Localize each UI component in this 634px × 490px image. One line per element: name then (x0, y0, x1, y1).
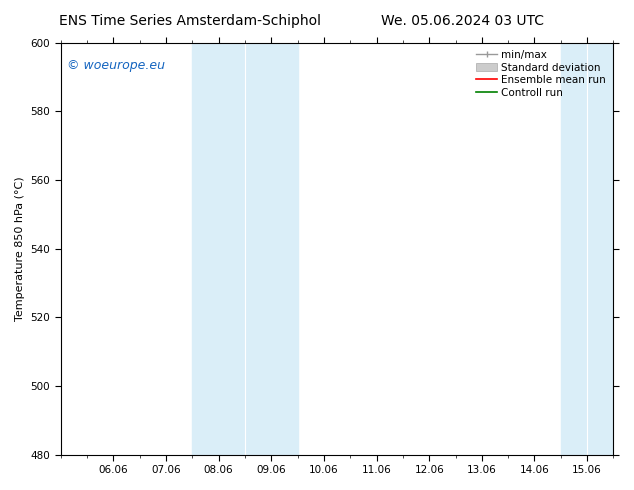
Bar (192, 43, 297, 455)
Bar (561, 43, 614, 455)
Text: © woeurope.eu: © woeurope.eu (67, 59, 165, 72)
Text: We. 05.06.2024 03 UTC: We. 05.06.2024 03 UTC (381, 14, 545, 28)
Text: ENS Time Series Amsterdam-Schiphol: ENS Time Series Amsterdam-Schiphol (59, 14, 321, 28)
Legend: min/max, Standard deviation, Ensemble mean run, Controll run: min/max, Standard deviation, Ensemble me… (474, 48, 608, 100)
Y-axis label: Temperature 850 hPa (°C): Temperature 850 hPa (°C) (15, 176, 25, 321)
